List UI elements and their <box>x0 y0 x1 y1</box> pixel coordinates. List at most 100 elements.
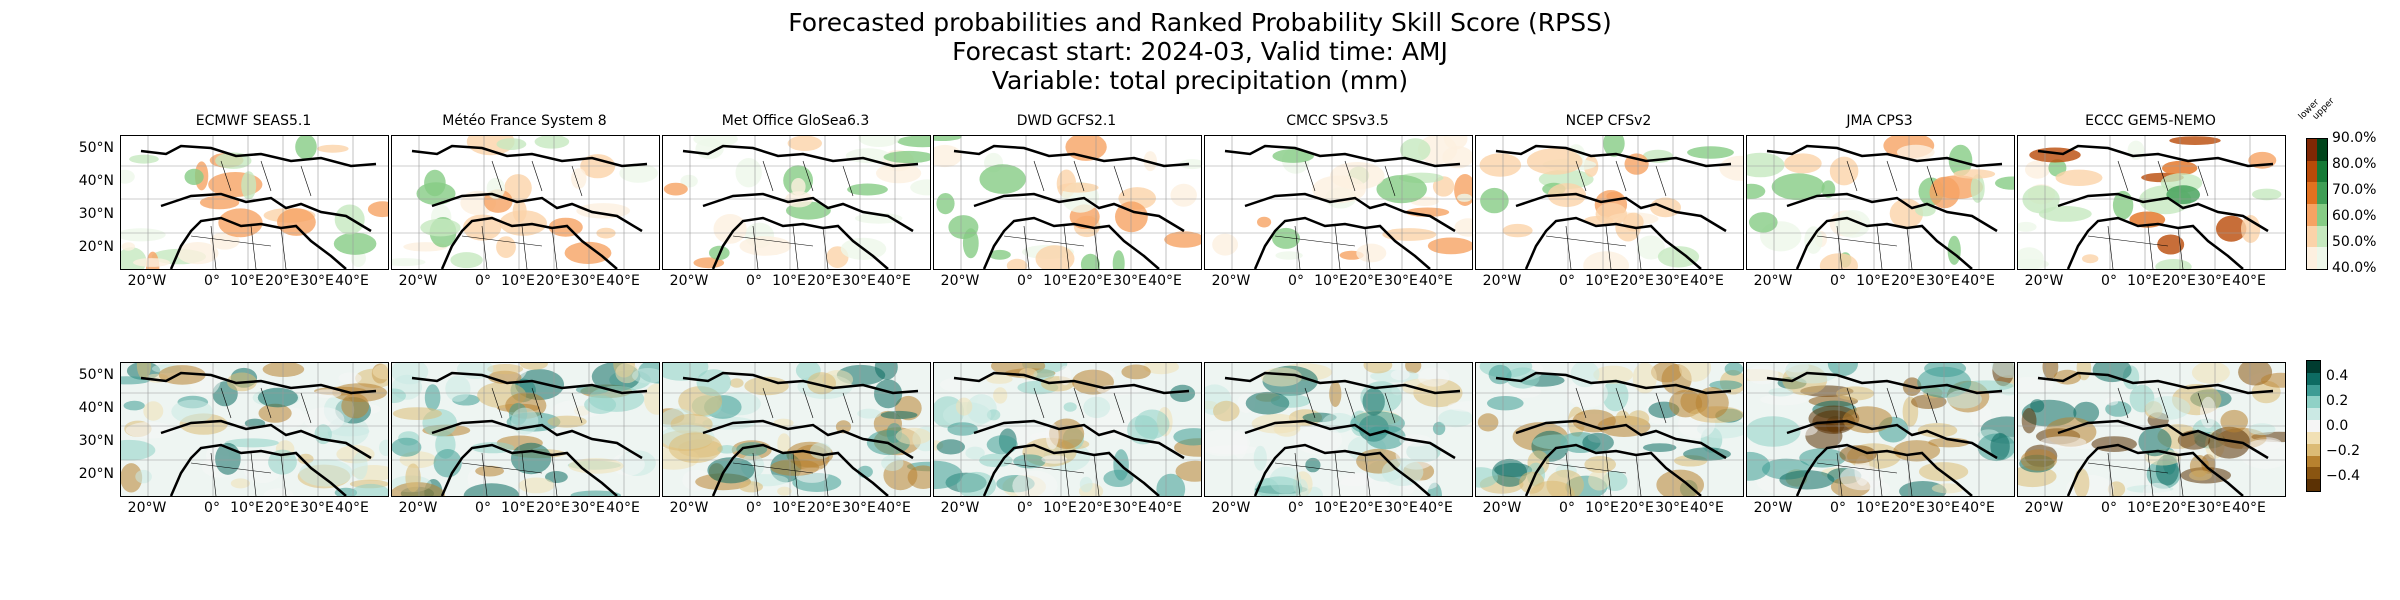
lon-tick-label: 30°E <box>1926 500 1960 516</box>
lon-tick-label: 20°W <box>1482 500 1522 516</box>
data-blob <box>934 460 963 490</box>
map-canvas <box>934 363 1201 496</box>
coastline <box>1224 144 1461 269</box>
figure-title: Forecasted probabilities and Ranked Prob… <box>788 8 1612 37</box>
data-blob <box>135 469 152 484</box>
lat-tick-label: 20°N <box>78 466 114 482</box>
data-blob <box>1840 465 1884 491</box>
data-blob <box>475 465 504 477</box>
data-blob <box>1121 364 1151 380</box>
data-blob <box>445 375 471 402</box>
data-blob <box>268 449 297 475</box>
data-blob <box>2200 396 2217 429</box>
data-blob <box>564 241 612 264</box>
map-canvas <box>121 363 388 496</box>
data-blob <box>518 477 555 494</box>
data-blob <box>1329 381 1342 407</box>
data-blob <box>584 395 617 414</box>
lon-tick-label: 10°E <box>1585 500 1619 516</box>
data-blob <box>1679 363 1712 382</box>
map-canvas <box>1747 363 2014 496</box>
colorbar-swatch <box>2317 139 2327 161</box>
map-canvas <box>2018 136 2285 269</box>
data-blob <box>317 144 349 153</box>
lat-tick-label: 30°N <box>78 433 114 449</box>
lon-tick-label: 0° <box>1830 273 1846 289</box>
data-blob <box>2039 436 2087 449</box>
coastline <box>1766 144 2003 269</box>
data-blob <box>1330 162 1385 190</box>
data-blob <box>1695 387 1729 419</box>
lon-tick-label: 40°E <box>1961 500 1995 516</box>
data-blob <box>2155 259 2192 269</box>
data-blob <box>372 364 388 380</box>
lon-tick-label: 10°E <box>1314 273 1348 289</box>
data-blob <box>1477 413 1499 432</box>
data-blob <box>2018 247 2044 269</box>
data-blob <box>392 388 406 404</box>
probability-tick-label: 70.0% <box>2332 182 2377 198</box>
data-blob <box>1173 428 1201 446</box>
coastline <box>140 144 377 269</box>
colorbar-swatch <box>2307 408 2320 421</box>
lon-tick-label: 30°E <box>571 500 605 516</box>
panel-title: CMCC SPSv3.5 <box>1286 113 1389 129</box>
data-blob <box>1779 470 1835 490</box>
data-blob <box>1272 149 1314 163</box>
data-blob <box>1946 389 1982 409</box>
coastline <box>2037 371 2274 496</box>
data-blob <box>1438 409 1472 428</box>
coastline <box>2037 144 2274 269</box>
data-blob <box>519 363 548 370</box>
data-blob <box>299 459 353 487</box>
coastline <box>411 371 648 496</box>
lon-tick-label: 10°E <box>2127 273 2161 289</box>
data-blob <box>295 136 317 160</box>
data-blob <box>644 383 659 415</box>
data-blob <box>2053 369 2081 385</box>
lon-tick-label: 30°E <box>1384 500 1418 516</box>
data-blob <box>1899 481 1947 496</box>
data-blob <box>2260 372 2285 388</box>
data-blob <box>2142 482 2172 496</box>
map-canvas <box>121 136 388 269</box>
country-borders <box>1545 387 1667 496</box>
colorbar-swatch <box>2307 372 2320 385</box>
probability-map-panel <box>933 135 1202 270</box>
data-blob <box>2220 409 2248 433</box>
data-blob <box>1112 250 1125 269</box>
data-blob <box>1476 467 1498 488</box>
data-blob <box>739 236 792 256</box>
data-blob <box>1363 363 1393 374</box>
data-blob <box>2138 427 2172 457</box>
colorbar-swatch <box>2307 384 2320 397</box>
data-blob <box>2073 401 2100 424</box>
data-blob <box>424 384 441 411</box>
data-blob <box>123 400 145 411</box>
data-blob <box>979 164 1026 194</box>
data-blob <box>993 387 1008 404</box>
data-blob <box>1479 153 1522 177</box>
data-blob <box>351 483 388 496</box>
map-canvas <box>1476 136 1743 269</box>
data-blob <box>379 439 388 456</box>
country-borders <box>1003 160 1125 269</box>
lon-tick-label: 30°E <box>842 273 876 289</box>
panel-title: NCEP CFSv2 <box>1565 113 1652 129</box>
lon-tick-label: 20°W <box>669 500 709 516</box>
lon-tick-label: 40°E <box>1690 500 1724 516</box>
data-blob <box>1115 201 1148 233</box>
data-blob <box>2055 169 2103 186</box>
probability-map-panel <box>2017 135 2286 270</box>
map-canvas <box>1205 136 1472 269</box>
data-blob <box>936 193 955 215</box>
country-borders <box>461 160 583 269</box>
data-blob <box>2208 426 2251 459</box>
data-blob <box>663 182 688 196</box>
colorbar-swatch <box>2307 431 2320 444</box>
data-blob <box>1636 235 1665 260</box>
data-blob <box>619 163 658 183</box>
colorbar-swatch <box>2307 420 2320 432</box>
data-blob <box>1506 367 1540 389</box>
data-blob <box>835 420 852 434</box>
